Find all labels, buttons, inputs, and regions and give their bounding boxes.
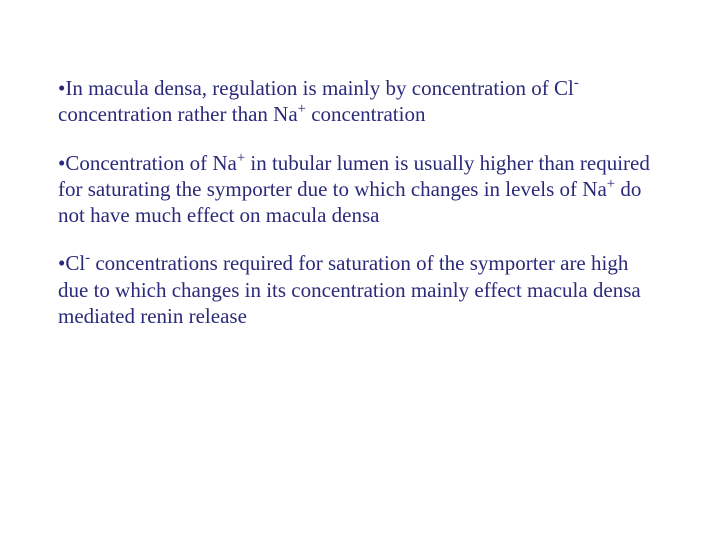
bullet-text-pre: Concentration of Na bbox=[65, 151, 236, 175]
superscript: - bbox=[574, 75, 579, 91]
bullet-text-mid: concentration rather than Na bbox=[58, 102, 298, 126]
superscript: + bbox=[237, 150, 245, 166]
bullet-text-mid: concentrations required for saturation o… bbox=[58, 251, 641, 328]
bullet-point-1: •In macula densa, regulation is mainly b… bbox=[58, 75, 662, 128]
slide-content: •In macula densa, regulation is mainly b… bbox=[58, 75, 662, 329]
superscript: + bbox=[298, 101, 306, 117]
bullet-text-pre: Cl bbox=[65, 251, 85, 275]
bullet-point-2: •Concentration of Na+ in tubular lumen i… bbox=[58, 150, 662, 229]
superscript: + bbox=[607, 176, 615, 192]
bullet-text-pre: In macula densa, regulation is mainly by… bbox=[65, 76, 574, 100]
bullet-text-mid: concentration bbox=[306, 102, 426, 126]
bullet-point-3: •Cl- concentrations required for saturat… bbox=[58, 250, 662, 329]
